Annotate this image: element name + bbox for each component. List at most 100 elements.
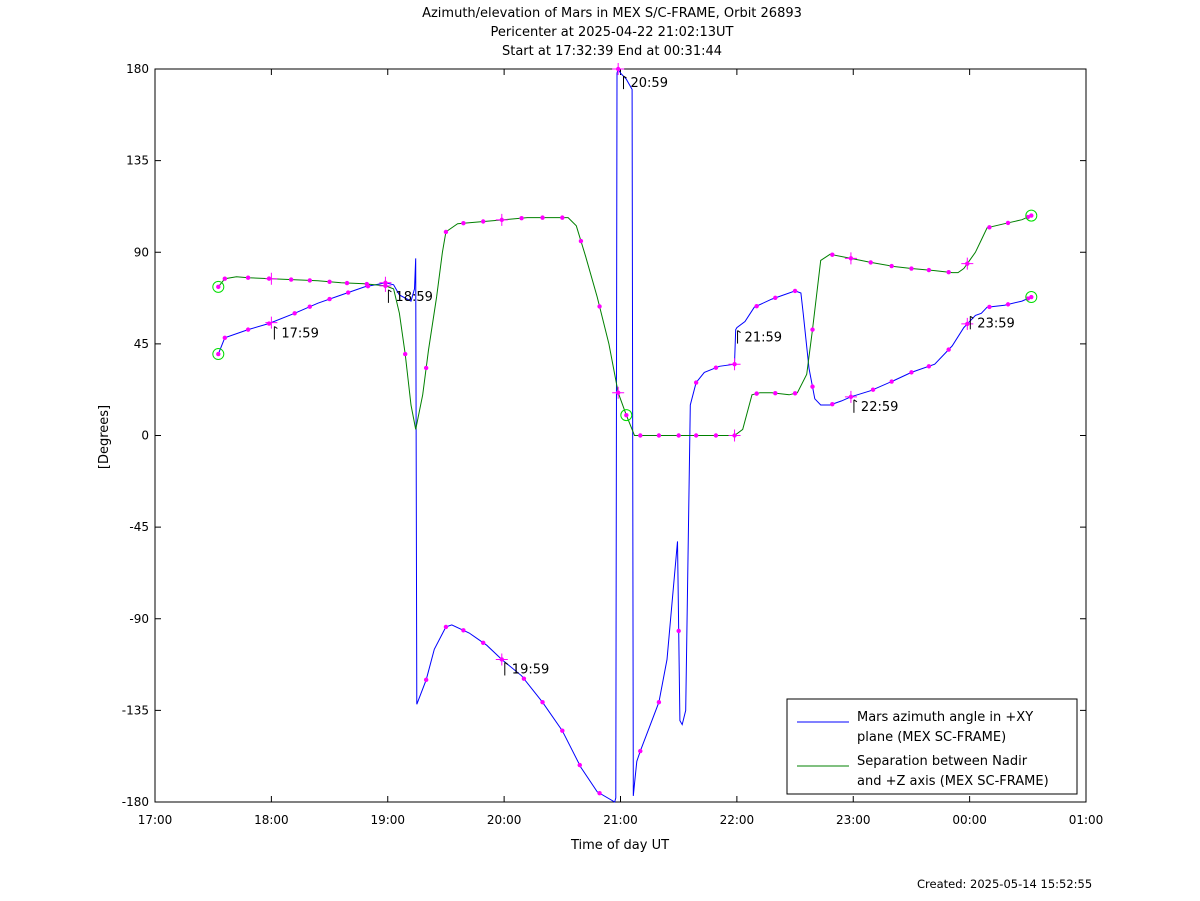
legend-label-separation-1: Separation between Nadir xyxy=(857,754,1028,769)
data-point-azimuth xyxy=(889,379,894,384)
chart-title-line-2: Pericenter at 2025-04-22 21:02:13UT xyxy=(490,25,733,40)
endpoint-circle-azimuth xyxy=(212,348,225,361)
data-point-azimuth xyxy=(1005,302,1011,307)
data-point-separation xyxy=(288,277,294,282)
data-point-azimuth xyxy=(926,364,932,369)
annotation-label: 22:59 xyxy=(861,400,898,415)
endpoint-dot-separation xyxy=(1029,213,1034,218)
x-axis-label: Time of day UT xyxy=(570,838,669,853)
data-point-azimuth xyxy=(307,304,312,309)
data-point-azimuth xyxy=(521,676,527,681)
x-tick-label: 20:00 xyxy=(487,813,522,827)
data-point-separation xyxy=(327,279,332,284)
x-tick-label: 00:00 xyxy=(952,813,987,827)
hour-cross-azimuth xyxy=(612,63,625,75)
endpoint-dot-separation xyxy=(216,284,221,290)
data-point-separation xyxy=(676,433,681,438)
annotation-tick-hook xyxy=(274,326,278,329)
data-point-separation xyxy=(926,267,932,273)
data-point-azimuth xyxy=(540,700,545,705)
data-point-azimuth xyxy=(987,304,992,310)
y-tick-label: -135 xyxy=(122,703,149,717)
x-tick-label: 18:00 xyxy=(254,813,289,827)
data-point-azimuth xyxy=(560,728,565,733)
x-tick-label: 21:00 xyxy=(603,813,638,827)
hour-cross-separation xyxy=(495,213,508,226)
data-point-separation xyxy=(344,280,350,286)
endpoint-dot-azimuth xyxy=(216,351,221,357)
annotation-tick-hook xyxy=(970,315,974,319)
y-tick-label: 90 xyxy=(134,245,149,259)
endpoint-dot-separation xyxy=(624,412,629,418)
annotation-label: 23:59 xyxy=(977,316,1014,331)
time-annotations: 17:59 18:59 19:59 20:59 21:59 22:59 23:59 xyxy=(273,75,1015,677)
data-point-separation xyxy=(810,327,815,332)
chart-title-line-3: Start at 17:32:39 End at 00:31:44 xyxy=(502,44,722,59)
hour-cross-azimuth xyxy=(844,390,857,403)
data-point-separation xyxy=(1005,220,1011,226)
data-point-azimuth xyxy=(638,748,643,754)
data-point-separation xyxy=(364,281,370,287)
data-point-separation xyxy=(222,276,228,281)
data-point-separation xyxy=(773,390,778,396)
chart-title-line-1: Azimuth/elevation of Mars in MEX S/C-FRA… xyxy=(422,6,802,21)
annotation-tick-hook xyxy=(853,399,858,403)
endpoint-dot-azimuth xyxy=(1029,294,1034,300)
x-tick-label: 01:00 xyxy=(1069,813,1104,827)
legend-label-azimuth-2: plane (MEX SC-FRAME) xyxy=(857,730,1006,745)
annotation-label: 20:59 xyxy=(631,76,668,91)
data-point-separation xyxy=(597,304,602,309)
legend-box xyxy=(786,698,1078,795)
annotation-label: 19:59 xyxy=(512,662,549,677)
y-tick-label: -45 xyxy=(129,520,149,534)
hour-cross-separation xyxy=(379,279,392,292)
data-point-separation xyxy=(578,238,584,244)
hour-cross-azimuth xyxy=(961,317,974,330)
data-point-separation xyxy=(519,215,524,221)
data-point-separation xyxy=(443,229,449,235)
data-point-azimuth xyxy=(676,628,681,634)
x-tick-label: 19:00 xyxy=(370,813,405,827)
data-point-separation xyxy=(638,433,643,438)
data-point-separation xyxy=(540,215,545,220)
y-tick-label: -180 xyxy=(122,795,149,809)
data-point-separation xyxy=(480,219,486,224)
endpoint-circle-separation xyxy=(1025,209,1038,222)
hour-cross-separation xyxy=(612,386,625,399)
hour-cross-separation xyxy=(961,257,974,270)
legend-label-azimuth-1: Mars azimuth angle in +XY xyxy=(857,710,1033,725)
data-point-separation xyxy=(868,260,873,265)
data-point-azimuth xyxy=(443,624,449,630)
data-point-separation xyxy=(987,225,992,230)
y-axis-label: [Degrees] xyxy=(97,405,112,469)
data-point-azimuth xyxy=(713,365,719,370)
series-line-separation xyxy=(217,215,1032,436)
data-point-separation xyxy=(889,263,894,269)
y-tick-label: 135 xyxy=(126,154,149,168)
data-point-azimuth xyxy=(810,384,815,389)
data-point-azimuth xyxy=(946,347,951,352)
series-layer xyxy=(212,63,1038,803)
annotation-tick-hook xyxy=(623,75,627,79)
data-point-azimuth xyxy=(480,640,486,645)
data-point-azimuth xyxy=(245,327,251,332)
data-point-azimuth xyxy=(792,288,798,294)
annotation-label: 21:59 xyxy=(745,331,782,346)
data-point-azimuth xyxy=(266,321,272,326)
data-point-azimuth xyxy=(292,311,297,316)
y-tick-label: 45 xyxy=(134,337,149,351)
data-point-separation xyxy=(946,270,951,275)
data-point-azimuth xyxy=(830,401,835,407)
annotation-label: 17:59 xyxy=(281,327,318,342)
data-point-azimuth xyxy=(222,335,228,340)
data-point-azimuth xyxy=(345,290,351,295)
hour-cross-separation xyxy=(844,252,857,265)
data-point-azimuth xyxy=(461,628,466,633)
x-tick-label: 23:00 xyxy=(836,813,871,827)
created-timestamp: Created: 2025-05-14 15:52:55 xyxy=(917,877,1093,891)
data-point-separation xyxy=(656,433,662,438)
data-point-azimuth xyxy=(656,700,662,705)
data-point-separation xyxy=(713,433,719,438)
endpoint-circle-separation xyxy=(212,280,225,293)
